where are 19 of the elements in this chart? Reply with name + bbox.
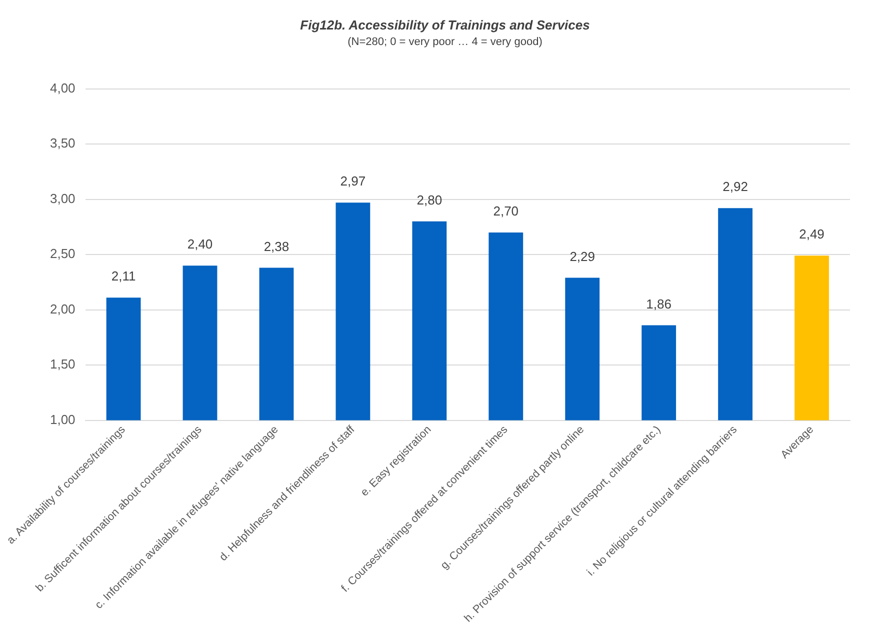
data-label: 2,29	[570, 248, 596, 264]
y-tick-label: 2,00	[50, 301, 76, 316]
chart-title: Fig12b. Accessibility of Trainings and Services	[300, 17, 590, 32]
data-label: 2,92	[722, 179, 748, 194]
data-label: 2,40	[187, 236, 213, 252]
y-tick-label: 1,50	[50, 356, 76, 372]
data-label: 2,38	[264, 238, 290, 254]
data-label: 1,86	[646, 296, 672, 312]
chart-subtitle: (N=280; 0 = very poor … 4 = very good)	[348, 36, 542, 48]
y-tick-label: 2,50	[50, 246, 76, 262]
y-tick-label: 3,50	[50, 136, 76, 151]
y-tick-label: 3,00	[50, 190, 76, 206]
data-label: 2,49	[799, 226, 824, 242]
data-label: 2,80	[416, 192, 442, 208]
y-tick-label: 1,00	[50, 412, 76, 427]
data-label: 2,97	[340, 174, 366, 189]
y-tick-label: 4,00	[50, 80, 76, 96]
data-label: 2,70	[493, 204, 519, 219]
data-label: 2,11	[111, 268, 136, 284]
